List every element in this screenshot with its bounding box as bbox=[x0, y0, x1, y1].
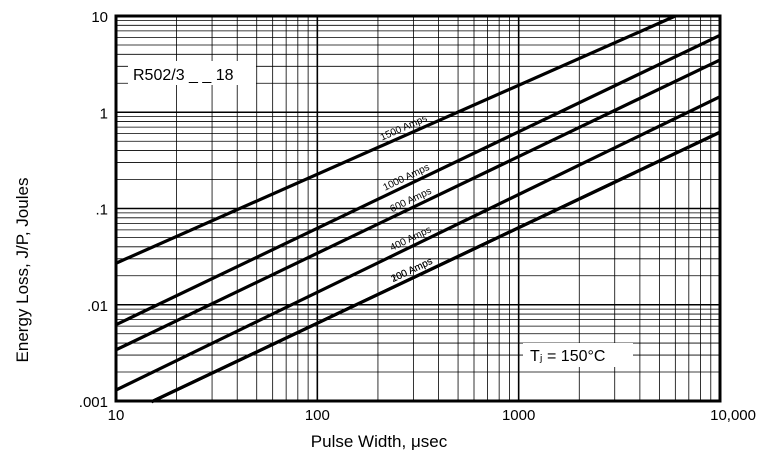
annotation-junction-temp: Tⱼ = 150°C bbox=[523, 343, 633, 367]
series-100-amps-line bbox=[150, 130, 721, 404]
y-axis-label: Energy Loss, J/P, Joules bbox=[13, 178, 32, 363]
y-tick-label: 10 bbox=[91, 9, 108, 26]
series-1000-amps-line bbox=[115, 33, 721, 327]
series-400-amps-line bbox=[115, 95, 721, 392]
plot-frame bbox=[114, 14, 722, 403]
x-tick-label: 10 bbox=[108, 407, 125, 424]
x-tick-label: 1000 bbox=[502, 407, 535, 424]
annotation-part-number: R502/3 _ _ 18 bbox=[128, 61, 256, 85]
x-tick-label: 100 bbox=[305, 407, 330, 424]
x-axis-label: Pulse Width, μsec bbox=[311, 432, 448, 451]
y-tick-label: .1 bbox=[95, 202, 108, 219]
tick-labels: 10 100 1000 10,000 10 1 .1 .01 .001 bbox=[79, 9, 756, 424]
x-tick-label: 10,000 bbox=[710, 407, 756, 424]
part-number-label: R502/3 _ _ 18 bbox=[133, 67, 234, 84]
y-tick-label: .01 bbox=[87, 298, 108, 315]
y-tick-label: 1 bbox=[100, 105, 108, 122]
series-1500-amps-line bbox=[115, 14, 676, 265]
series-600-amps-line bbox=[115, 58, 721, 352]
y-tick-label: .001 bbox=[79, 394, 108, 411]
junction-temp-label: Tⱼ = 150°C bbox=[530, 348, 605, 365]
grid bbox=[116, 16, 720, 401]
